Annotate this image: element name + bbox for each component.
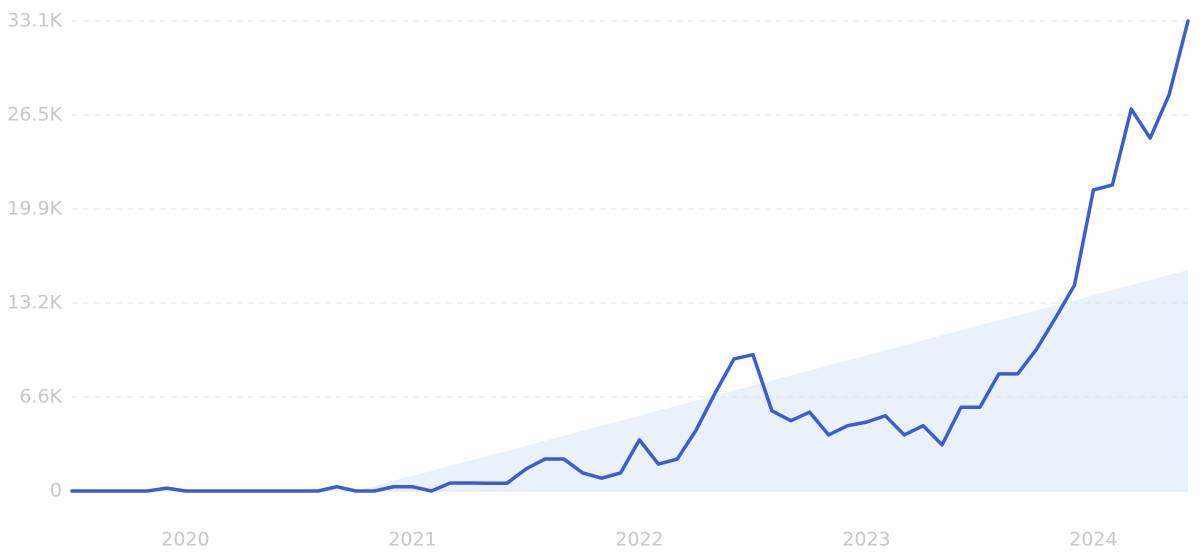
y-tick-label: 13.2K <box>7 292 62 314</box>
y-tick-label: 33.1K <box>7 10 62 32</box>
y-tick-label: 26.5K <box>7 104 62 126</box>
y-tick-label: 19.9K <box>7 198 62 220</box>
x-tick-label: 2023 <box>842 529 890 551</box>
x-tick-label: 2022 <box>615 529 663 551</box>
trend-area <box>355 270 1188 491</box>
y-tick-label: 0 <box>50 480 62 502</box>
x-tick-label: 2021 <box>388 529 436 551</box>
y-tick-label: 6.6K <box>19 386 62 408</box>
x-tick-label: 2020 <box>161 529 209 551</box>
x-tick-label: 2024 <box>1069 529 1117 551</box>
line <box>70 19 1190 493</box>
